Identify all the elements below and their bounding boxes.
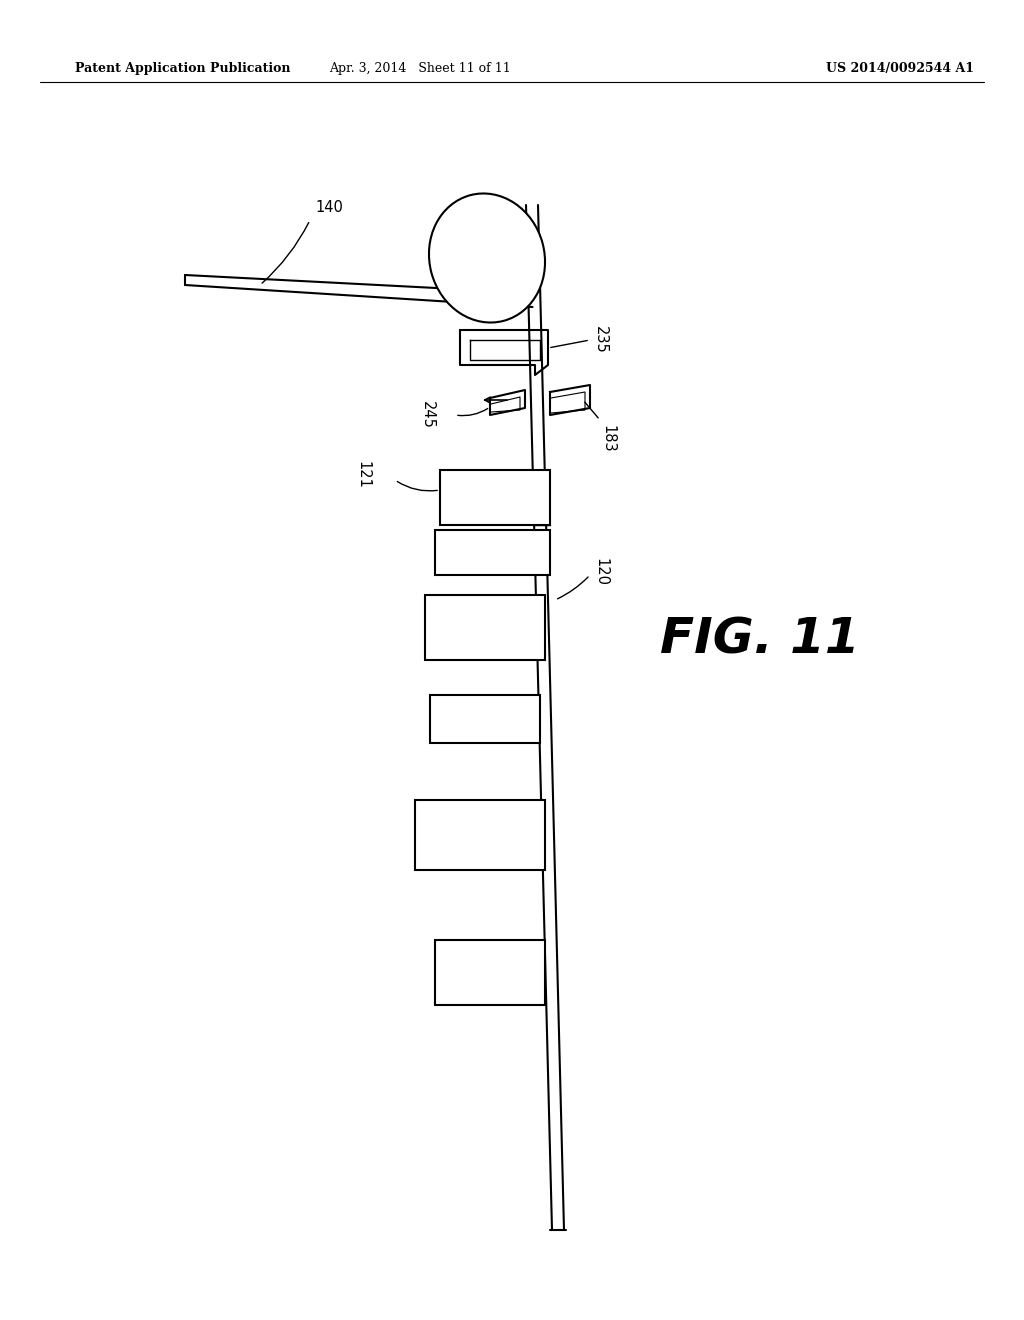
Text: 140: 140	[315, 201, 343, 215]
Text: 183: 183	[600, 425, 615, 453]
Bar	[435, 531, 550, 576]
Bar	[425, 595, 545, 660]
Ellipse shape	[429, 194, 545, 322]
Text: US 2014/0092544 A1: US 2014/0092544 A1	[826, 62, 974, 75]
Text: 245: 245	[420, 401, 435, 429]
Text: Apr. 3, 2014   Sheet 11 of 11: Apr. 3, 2014 Sheet 11 of 11	[329, 62, 511, 75]
Text: 120: 120	[593, 558, 608, 586]
Text: 121: 121	[355, 461, 370, 488]
Bar	[430, 696, 540, 743]
Bar	[435, 940, 545, 1005]
Text: Patent Application Publication: Patent Application Publication	[75, 62, 291, 75]
Bar	[415, 800, 545, 870]
Text: 235: 235	[593, 326, 608, 354]
Bar	[440, 470, 550, 525]
Text: FIG. 11: FIG. 11	[660, 616, 860, 664]
